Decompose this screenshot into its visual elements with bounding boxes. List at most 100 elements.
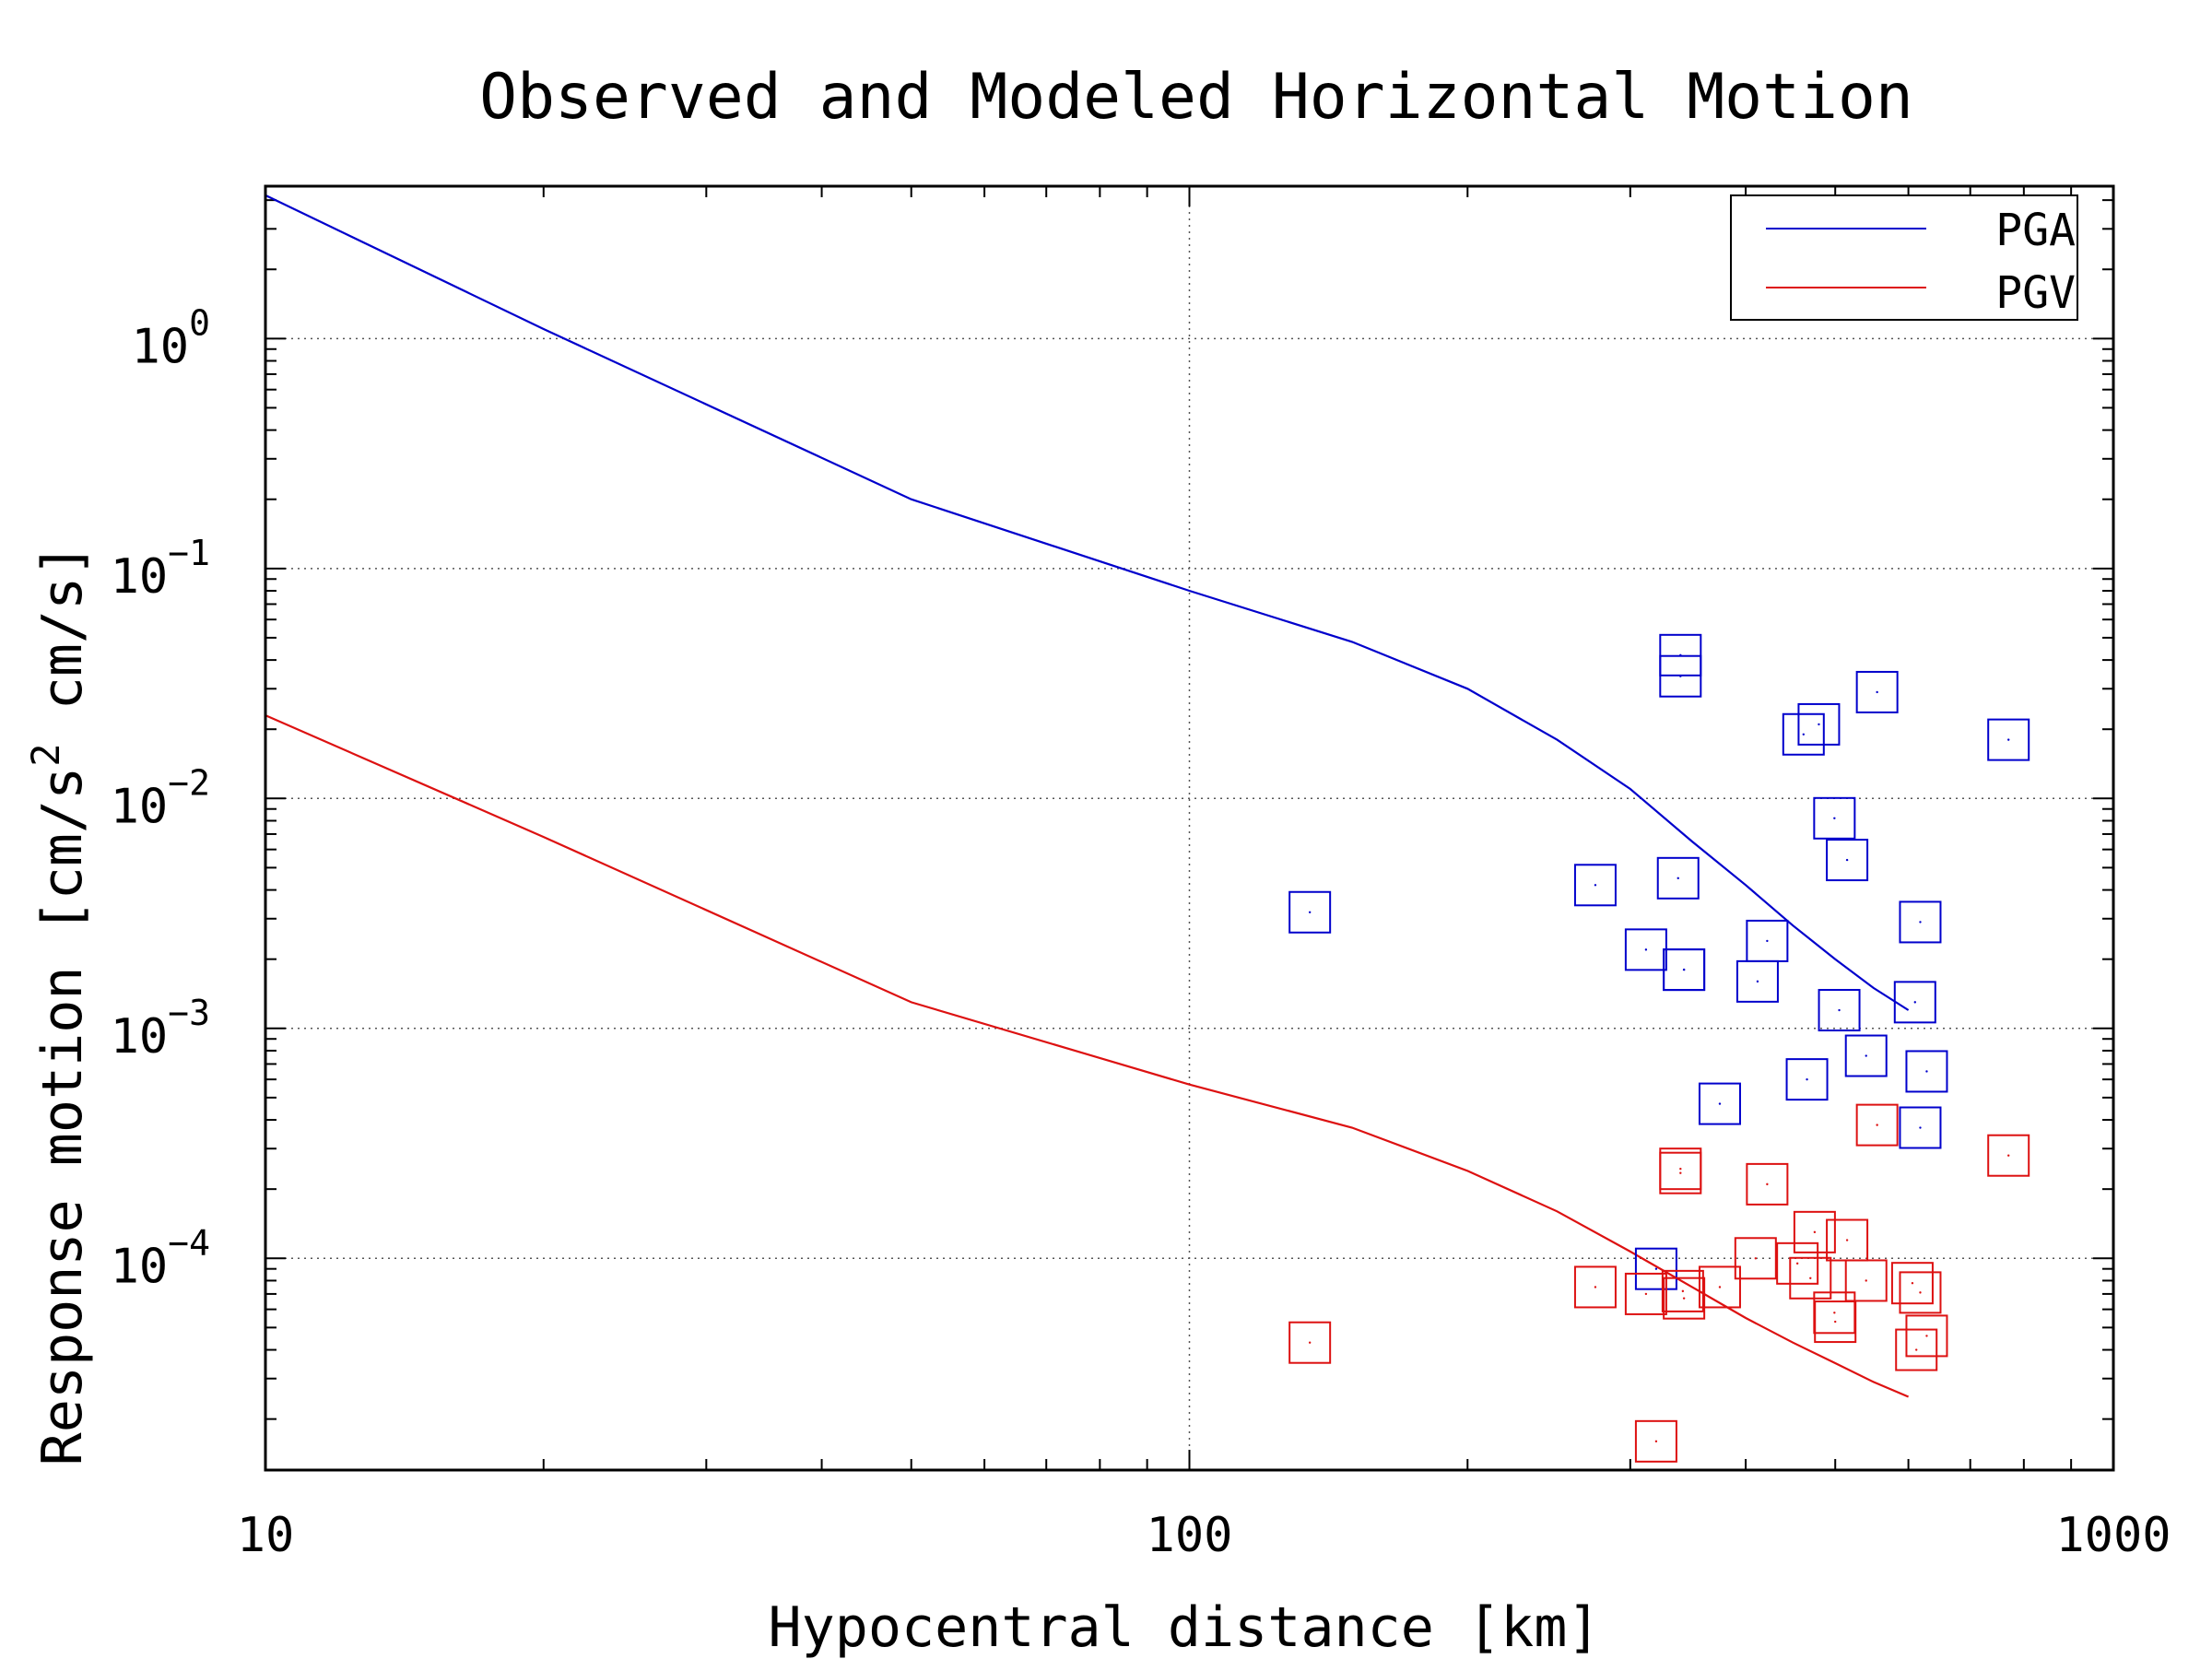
pga-observed-marker: [1899, 1106, 1942, 1149]
pgv-observed-marker: [1890, 1262, 1934, 1305]
y-tick-label-base: 10: [111, 1009, 169, 1065]
pgv-observed-marker: [1634, 1419, 1677, 1463]
pga-observed-dot: [1679, 675, 1682, 677]
y-tick-label: 10−2: [111, 762, 210, 834]
pga-observed-dot: [1308, 911, 1312, 913]
legend-box: [1730, 194, 2078, 321]
pga-observed-dot: [1806, 1077, 1808, 1081]
y-axis-label-superscript: 2: [23, 743, 68, 766]
pga-observed-dot: [1833, 817, 1836, 820]
y-tick-label-exponent: −3: [168, 993, 210, 1033]
pga-observed-dot: [1644, 948, 1648, 951]
pga-observed-marker: [1797, 702, 1841, 746]
pgv-observed-dot: [1654, 1440, 1658, 1443]
pgv-observed-dot: [1833, 1312, 1836, 1314]
pgv-observed-marker: [1844, 1259, 1888, 1302]
y-tick-label-base: 10: [111, 1239, 169, 1294]
pgv-observed-dot: [1919, 1291, 1922, 1294]
pga-observed-dot: [1919, 1126, 1922, 1129]
plot-frame: [264, 184, 2115, 1472]
pga-observed-dot: [1818, 723, 1820, 726]
pga-observed-dot: [1756, 980, 1759, 983]
pga-observed-marker: [1826, 839, 1869, 882]
pgv-observed-dot: [1813, 1230, 1817, 1234]
pgv-observed-dot: [1718, 1286, 1722, 1288]
pga-observed-marker: [1813, 796, 1856, 840]
pga-observed-marker: [1785, 1058, 1829, 1101]
pga-observed-dot: [1913, 1001, 1916, 1004]
pgv-observed-marker: [1288, 1321, 1332, 1364]
pga-observed-dot: [1845, 858, 1849, 862]
legend-label-pgv: PGV: [1995, 267, 2076, 319]
x-tick-label: 1000: [2055, 1508, 2171, 1563]
pgv-observed-marker: [1624, 1272, 1667, 1315]
pgv-observed-dot: [1766, 1182, 1769, 1186]
grid: [265, 186, 2113, 1470]
pgv-observed-marker: [1776, 1241, 1819, 1285]
pga-observed-dot: [1838, 1008, 1841, 1012]
pgv-observed-dot: [1594, 1286, 1597, 1288]
pga-observed-dot: [1865, 1054, 1867, 1057]
y-tick-label: 100: [131, 302, 210, 374]
pga-observed-dot: [2007, 738, 2010, 741]
pgv-observed-marker: [1905, 1314, 1948, 1358]
pga-observed-dot: [1682, 968, 1686, 971]
y-tick-label-base: 10: [131, 319, 189, 374]
pgv-observed-marker: [1814, 1300, 1857, 1344]
pgv-observed-marker: [1899, 1271, 1942, 1314]
y-axis-label: Response motion [cm/s2 cm/s]: [23, 544, 96, 1466]
pga-observed-dot: [1766, 939, 1769, 943]
pgv-observed-dot: [1834, 1320, 1837, 1324]
pgv-observed-marker: [1573, 1265, 1617, 1309]
pga-observed-dot: [1802, 733, 1806, 735]
y-tick-label-exponent: −4: [168, 1222, 210, 1263]
chart-title: Observed and Modeled Horizontal Motion: [479, 61, 1913, 134]
y-tick-label-exponent: 0: [189, 302, 210, 343]
y-tick-label: 10−4: [111, 1222, 210, 1294]
pgv-observed-marker: [1746, 1162, 1789, 1206]
pga-observed-marker: [1746, 919, 1789, 962]
pgv-observed-marker: [1659, 1151, 1702, 1194]
pga-observed-dot: [1925, 1070, 1928, 1073]
pga-observed-marker: [1893, 981, 1936, 1024]
series-group: [265, 194, 2030, 1463]
pga-observed-marker: [1634, 1247, 1677, 1290]
x-tick-label: 100: [1147, 1508, 1233, 1563]
pgv-observed-dot: [1681, 1289, 1685, 1293]
pgv-observed-marker: [1987, 1134, 2030, 1177]
pgv-observed-dot: [1679, 1167, 1682, 1171]
y-tick-label-base: 10: [111, 779, 169, 834]
pga-observed-marker: [1656, 856, 1700, 900]
pgv-observed-dot: [1809, 1277, 1812, 1279]
pgv-observed-marker: [1663, 1277, 1706, 1320]
pga-observed-dot: [1594, 884, 1597, 887]
legend-label-pga: PGA: [1995, 205, 2076, 256]
pga-observed-dot: [1718, 1102, 1722, 1105]
pgv-observed-marker: [1789, 1256, 1832, 1300]
pga-observed-marker: [1573, 864, 1617, 907]
pgv-observed-marker: [1793, 1210, 1836, 1253]
x-tick-label: 10: [237, 1508, 295, 1563]
pgv-observed-dot: [1865, 1279, 1867, 1282]
pga-observed-marker: [1818, 989, 1861, 1032]
pga-line: [265, 194, 1910, 1011]
pgv-observed-dot: [1915, 1348, 1918, 1351]
pga-observed-dot: [1919, 921, 1922, 924]
legend: PGA PGV: [1730, 194, 2078, 321]
pga-observed-marker: [1855, 670, 1899, 713]
pgv-observed-dot: [1308, 1341, 1312, 1344]
pgv-observed-marker: [1661, 1269, 1704, 1312]
pgv-observed-dot: [1754, 1257, 1758, 1260]
y-tick-label-base: 10: [111, 549, 169, 605]
pgv-observed-dot: [1644, 1292, 1648, 1296]
pga-observed-marker: [1899, 900, 1942, 944]
pgv-observed-marker: [1698, 1265, 1741, 1309]
pga-observed-marker: [1698, 1082, 1741, 1125]
pgv-observed-dot: [1911, 1281, 1914, 1285]
pgv-observed-dot: [1795, 1262, 1799, 1265]
y-tick-label-exponent: −1: [168, 533, 210, 573]
y-tick-label: 10−3: [111, 993, 210, 1065]
y-axis-label-tail: cm/s]: [30, 544, 95, 744]
